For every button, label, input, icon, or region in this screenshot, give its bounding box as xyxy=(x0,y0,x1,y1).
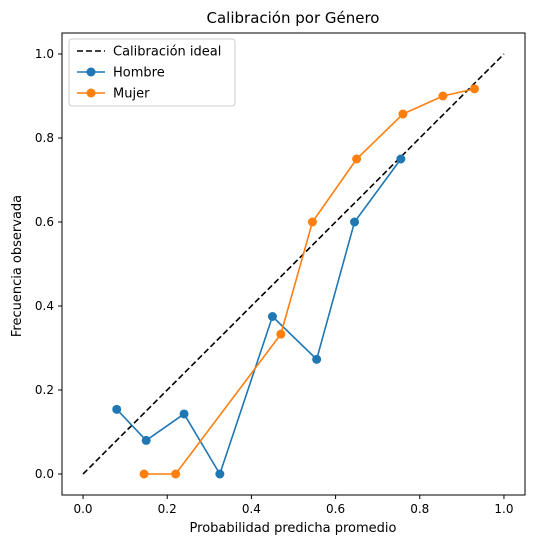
x-axis-label: Probabilidad predicha promedio xyxy=(190,521,397,536)
data-point-mujer xyxy=(438,91,448,101)
data-point-hombre xyxy=(312,354,322,364)
data-point-hombre xyxy=(215,469,225,479)
legend-label-hombre: Hombre xyxy=(113,66,165,81)
data-point-mujer xyxy=(469,84,479,94)
series-line-mujer xyxy=(144,88,475,475)
y-axis-label: Frecuencia observada xyxy=(10,195,25,337)
legend-marker-hombre xyxy=(86,67,96,77)
data-point-mujer xyxy=(139,469,149,479)
plot-area: 0.0 0.2 0.4 0.6 0.8 1.0 0.0 0.2 0.4 0.6 0.8 1.0 Cali… xyxy=(35,32,526,516)
legend-label-mujer: Mujer xyxy=(113,87,150,102)
data-point-hombre xyxy=(350,217,360,227)
y-tick-label: 0.4 xyxy=(35,299,54,313)
data-point-mujer xyxy=(352,154,362,164)
y-tick-label: 0.6 xyxy=(35,215,54,229)
y-tick-label: 0.2 xyxy=(35,383,54,397)
data-point-hombre xyxy=(141,435,151,445)
chart-title: Calibración por Género xyxy=(207,9,380,27)
legend-label-calibraci-n-ideal: Calibración ideal xyxy=(113,45,221,60)
plot-frame xyxy=(61,32,526,496)
y-tick-label: 0.0 xyxy=(35,467,54,481)
series-line-calibraci-n-ideal xyxy=(82,53,505,475)
data-point-hombre xyxy=(267,312,277,321)
x-tick-label: 0.6 xyxy=(326,502,345,516)
legend-marker-mujer xyxy=(86,88,96,98)
y-tick-label: 0.8 xyxy=(35,131,54,145)
data-point-hombre xyxy=(396,154,406,164)
data-point-hombre xyxy=(179,409,189,419)
x-tick-label: 1.0 xyxy=(494,502,513,516)
y-tick-label: 1.0 xyxy=(35,47,54,61)
data-point-mujer xyxy=(171,469,181,479)
legend-box xyxy=(68,38,236,107)
data-point-mujer xyxy=(276,329,286,339)
x-tick-label: 0.0 xyxy=(73,502,92,516)
x-tick-label: 0.4 xyxy=(242,502,261,516)
data-point-mujer xyxy=(398,109,408,119)
x-tick-label: 0.8 xyxy=(410,502,429,516)
data-point-hombre xyxy=(112,404,122,414)
data-point-mujer xyxy=(307,217,317,227)
series-line-hombre xyxy=(116,158,402,476)
x-tick-label: 0.2 xyxy=(158,502,177,516)
